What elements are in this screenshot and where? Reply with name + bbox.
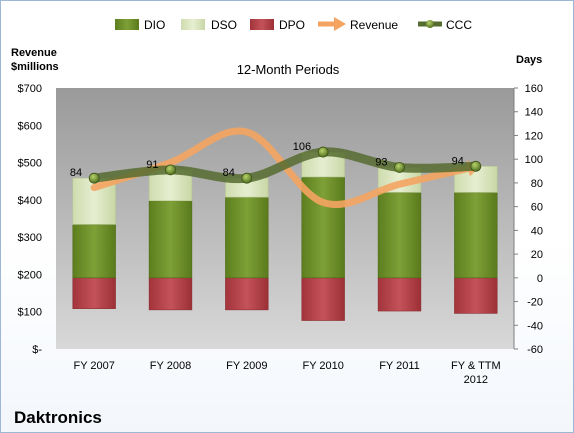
left-tick-label: $100 [18, 307, 42, 319]
x-tick-label: FY & TTM 2012 [451, 360, 501, 386]
right-tick-label: 40 [531, 225, 543, 237]
x-tick-label: FY 2011 [379, 360, 420, 372]
legend-label-dso: DSO [211, 18, 237, 32]
left-axis-title-line1: Revenue [11, 47, 57, 59]
legend-label-ccc: CCC [446, 18, 472, 32]
bars [72, 151, 498, 321]
left-tick-label: $300 [18, 232, 42, 244]
ccc-data-label: 94 [452, 155, 464, 167]
x-tick-label: FY 2010 [302, 360, 343, 372]
bar-dpo [72, 277, 116, 309]
legend-item-ccc: CCC [418, 18, 472, 32]
ccc-data-label: 93 [375, 156, 387, 168]
legend-marker-ccc [426, 20, 434, 28]
right-tick-label: 0 [537, 273, 543, 285]
right-tick-label: 120 [525, 130, 543, 142]
right-tick-label: 20 [531, 249, 543, 261]
legend: DIO DSO DPO Revenue CCC [115, 17, 472, 32]
bar-dio [72, 224, 116, 279]
x-axis: FY 2007 FY 2008 FY 2009 FY 2010 FY 2011 FY & … [73, 360, 500, 386]
left-tick-label: $400 [18, 195, 42, 207]
legend-item-dio: DIO [115, 18, 165, 32]
legend-swatch-dpo [250, 19, 274, 30]
ccc-point [470, 160, 482, 172]
right-tick-label: 160 [525, 83, 543, 95]
ccc-data-label: 106 [293, 141, 311, 153]
bar-dio [377, 192, 422, 279]
bar-dio [454, 192, 498, 279]
right-tick-label: 80 [531, 178, 543, 190]
left-tick-label: $- [32, 344, 42, 356]
right-tick-label: 140 [525, 107, 543, 119]
right-tick-label: 100 [525, 154, 543, 166]
x-tick-label: FY 2008 [150, 360, 191, 372]
ccc-data-label: 84 [70, 167, 82, 179]
x-tick-label: FY 2007 [73, 360, 114, 372]
legend-item-revenue: Revenue [318, 17, 398, 32]
ccc-data-label: 84 [223, 167, 235, 179]
left-axis: $- $100 $200 $300 $400 $500 $600 $700 [18, 83, 43, 356]
bar-dio [148, 200, 193, 279]
ccc-point [165, 164, 176, 176]
bar-dio [225, 196, 269, 279]
bar-dpo [454, 277, 498, 314]
bar-dpo [301, 277, 345, 321]
company-name: Daktronics [14, 408, 102, 427]
right-tick-label: 60 [531, 202, 543, 214]
chart-title: 12-Month Periods [237, 62, 340, 77]
x-tick-label: FY 2009 [226, 360, 267, 372]
ccc-point [241, 172, 253, 184]
ccc-data-label: 91 [146, 159, 158, 171]
bar-dpo [225, 277, 269, 311]
bar-dpo [377, 277, 422, 312]
left-tick-label: $600 [18, 120, 42, 132]
left-tick-label: $200 [18, 269, 42, 281]
right-tick-label: -60 [527, 344, 543, 356]
legend-item-dpo: DPO [250, 18, 305, 32]
legend-label-dpo: DPO [279, 18, 305, 32]
legend-label-dio: DIO [144, 18, 165, 32]
ccc-point [317, 146, 329, 158]
lines: 84 91 84 106 93 94 [70, 127, 482, 208]
ccc-line [89, 147, 481, 184]
ccc-point [88, 172, 100, 184]
left-axis-title-line2: $millions [11, 61, 59, 73]
plot-area [56, 88, 514, 349]
legend-label-revenue: Revenue [350, 18, 398, 32]
legend-item-dso: DSO [181, 18, 237, 32]
right-tick-label: -20 [527, 297, 543, 309]
legend-swatch-dio [115, 19, 139, 30]
left-tick-label: $700 [18, 83, 42, 95]
right-tick-label: -40 [527, 320, 543, 332]
left-tick-label: $500 [18, 158, 42, 170]
legend-swatch-dso [181, 19, 205, 30]
legend-arrow-revenue [334, 17, 346, 31]
right-axis-title: Days [516, 54, 542, 66]
bar-dpo [148, 277, 193, 311]
right-axis: -60 -40 -20 0 20 40 60 80 100 120 140 160 [513, 83, 543, 356]
ccc-point [394, 162, 405, 173]
